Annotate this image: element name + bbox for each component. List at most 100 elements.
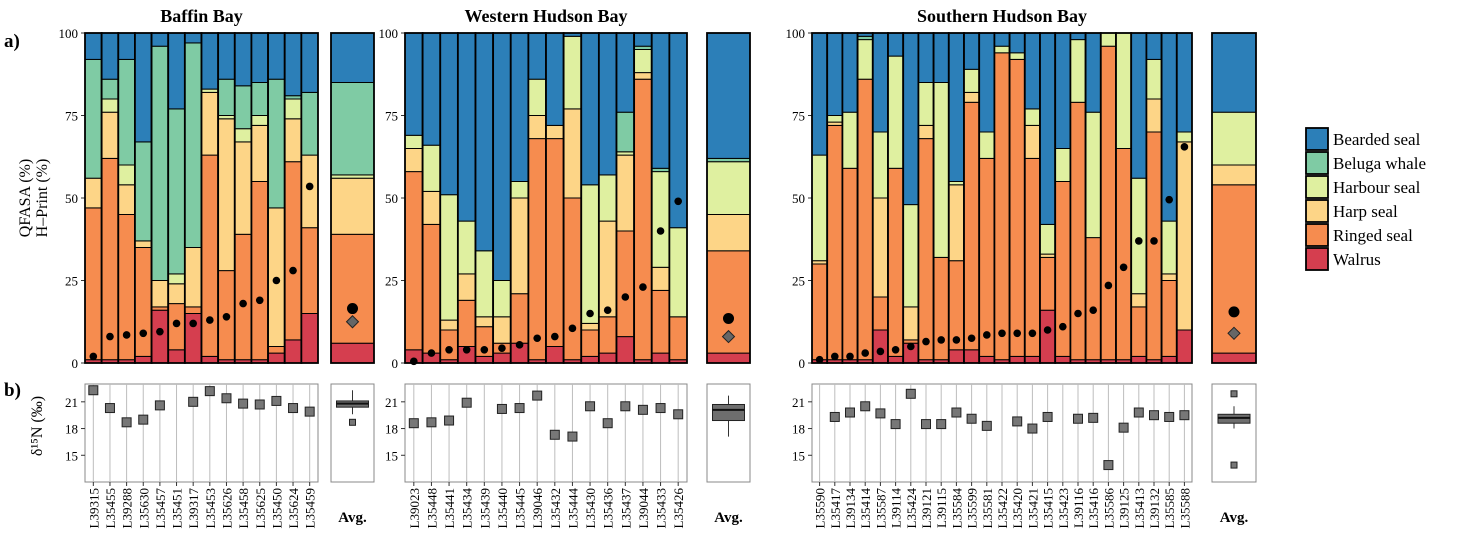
x-tick-label: L35588 [1177, 488, 1192, 528]
bar-segment [633, 72, 653, 80]
x-tick-label: L39134 [843, 488, 858, 529]
d15n-point [1179, 410, 1190, 421]
bar-segment [857, 39, 874, 80]
bar-segment [457, 273, 476, 301]
bar-segment [963, 349, 980, 364]
x-tick-label: L35448 [424, 488, 439, 528]
bar-segment [234, 128, 252, 143]
y-tick-label: 50 [792, 191, 805, 206]
bar-segment [117, 184, 136, 216]
x-tick-label: L35599 [965, 488, 980, 528]
d15n-point [860, 401, 871, 412]
bar-segment [267, 346, 286, 354]
panel-western-hudson-bay: Western Hudson Bay 0 25 50 75 100 15 18 21 L39023… [379, 6, 751, 528]
x-tick-label: L39121 [919, 488, 934, 528]
y-tick-label: 25 [65, 274, 78, 289]
bar-segment [963, 101, 980, 351]
avg-bar-segment [706, 214, 751, 252]
d15n-y-tick-label: 15 [385, 448, 398, 463]
bar-segment [84, 58, 103, 179]
avg-qfasa-point [721, 329, 736, 344]
bar-segment [101, 32, 119, 80]
bar-segment [527, 115, 547, 140]
bar-segment [84, 32, 103, 60]
bar-segment [616, 111, 635, 153]
d15n-point [288, 403, 299, 414]
hprint-point [1165, 195, 1173, 204]
d15n-y-tick-label: 15 [792, 448, 805, 463]
hprint-point [621, 293, 630, 301]
bar-segment [1009, 355, 1026, 364]
bar-segment [580, 322, 600, 331]
d15n-point [620, 401, 631, 412]
bar-segment [267, 78, 286, 209]
x-tick-label: L39288 [120, 488, 135, 528]
bar-segment [1176, 141, 1193, 331]
bar-segment [1115, 148, 1132, 361]
x-tick-label: L39116 [1071, 488, 1086, 528]
legend-label: Ringed seal [1333, 226, 1413, 245]
bar-segment [545, 138, 565, 347]
bar-segment [439, 319, 459, 331]
bar-segment [1009, 32, 1026, 54]
x-tick-label: L35458 [236, 488, 251, 528]
bar-segment [234, 32, 252, 87]
bar-segment [948, 32, 965, 182]
x-tick-label: L35432 [548, 488, 563, 528]
bar-segment [1024, 32, 1041, 110]
bar-segment [963, 91, 980, 103]
hprint-point [952, 336, 961, 344]
hprint-point [239, 299, 247, 308]
d15n-point [875, 408, 886, 419]
bar-segment [917, 138, 935, 361]
bar-segment [651, 171, 670, 268]
avg-bar-outline [706, 32, 751, 364]
bar-segment [404, 32, 424, 136]
bar-segment [439, 329, 459, 361]
hprint-point [846, 352, 854, 361]
x-tick-label: L35415 [1041, 488, 1056, 528]
bar-segment [134, 240, 153, 248]
bar-segment [1130, 355, 1147, 364]
bar-segment [963, 68, 980, 93]
bar-segment [475, 316, 494, 328]
bar-segment [250, 32, 269, 83]
x-tick-label: L35437 [618, 488, 633, 529]
legend-label: Bearded seal [1333, 130, 1421, 149]
avg-bar-segment [1211, 32, 1257, 113]
x-tick-label: L35439 [477, 488, 492, 528]
d15n-point [461, 397, 472, 408]
bar-segment [1069, 32, 1087, 41]
hprint-point [1059, 322, 1067, 331]
hprint-point [1028, 329, 1037, 338]
hprint-point [410, 357, 418, 366]
d15n-point [408, 418, 419, 429]
x-tick-label: L35457 [153, 488, 168, 529]
bar-segment [580, 329, 600, 357]
x-tick-label: L35625 [253, 488, 268, 528]
bar-segment [1161, 32, 1178, 222]
x-tick-label: L35626 [219, 488, 234, 529]
y-tick-label: 25 [385, 274, 398, 289]
bar-segment [492, 316, 512, 344]
d15n-point [1027, 423, 1038, 434]
bar-segment [887, 55, 904, 169]
bar-segment [563, 197, 582, 361]
d15n-y-tick-label: 18 [385, 422, 398, 437]
bar-segment [580, 32, 600, 186]
x-tick-label: L35436 [601, 488, 616, 529]
d15n-point [104, 403, 115, 414]
d15n-point [981, 420, 992, 431]
bar-segment [422, 32, 441, 146]
bar-segment [668, 316, 688, 361]
bar-segment [201, 355, 219, 364]
d15n-point [1118, 422, 1129, 433]
avg-hprint-point [723, 312, 734, 324]
d15n-y-tick-label: 21 [792, 395, 805, 410]
bar-segment [510, 293, 529, 344]
bar-segment [1145, 98, 1163, 133]
bar-segment [616, 32, 635, 113]
avg-bar-segment [1211, 111, 1257, 166]
